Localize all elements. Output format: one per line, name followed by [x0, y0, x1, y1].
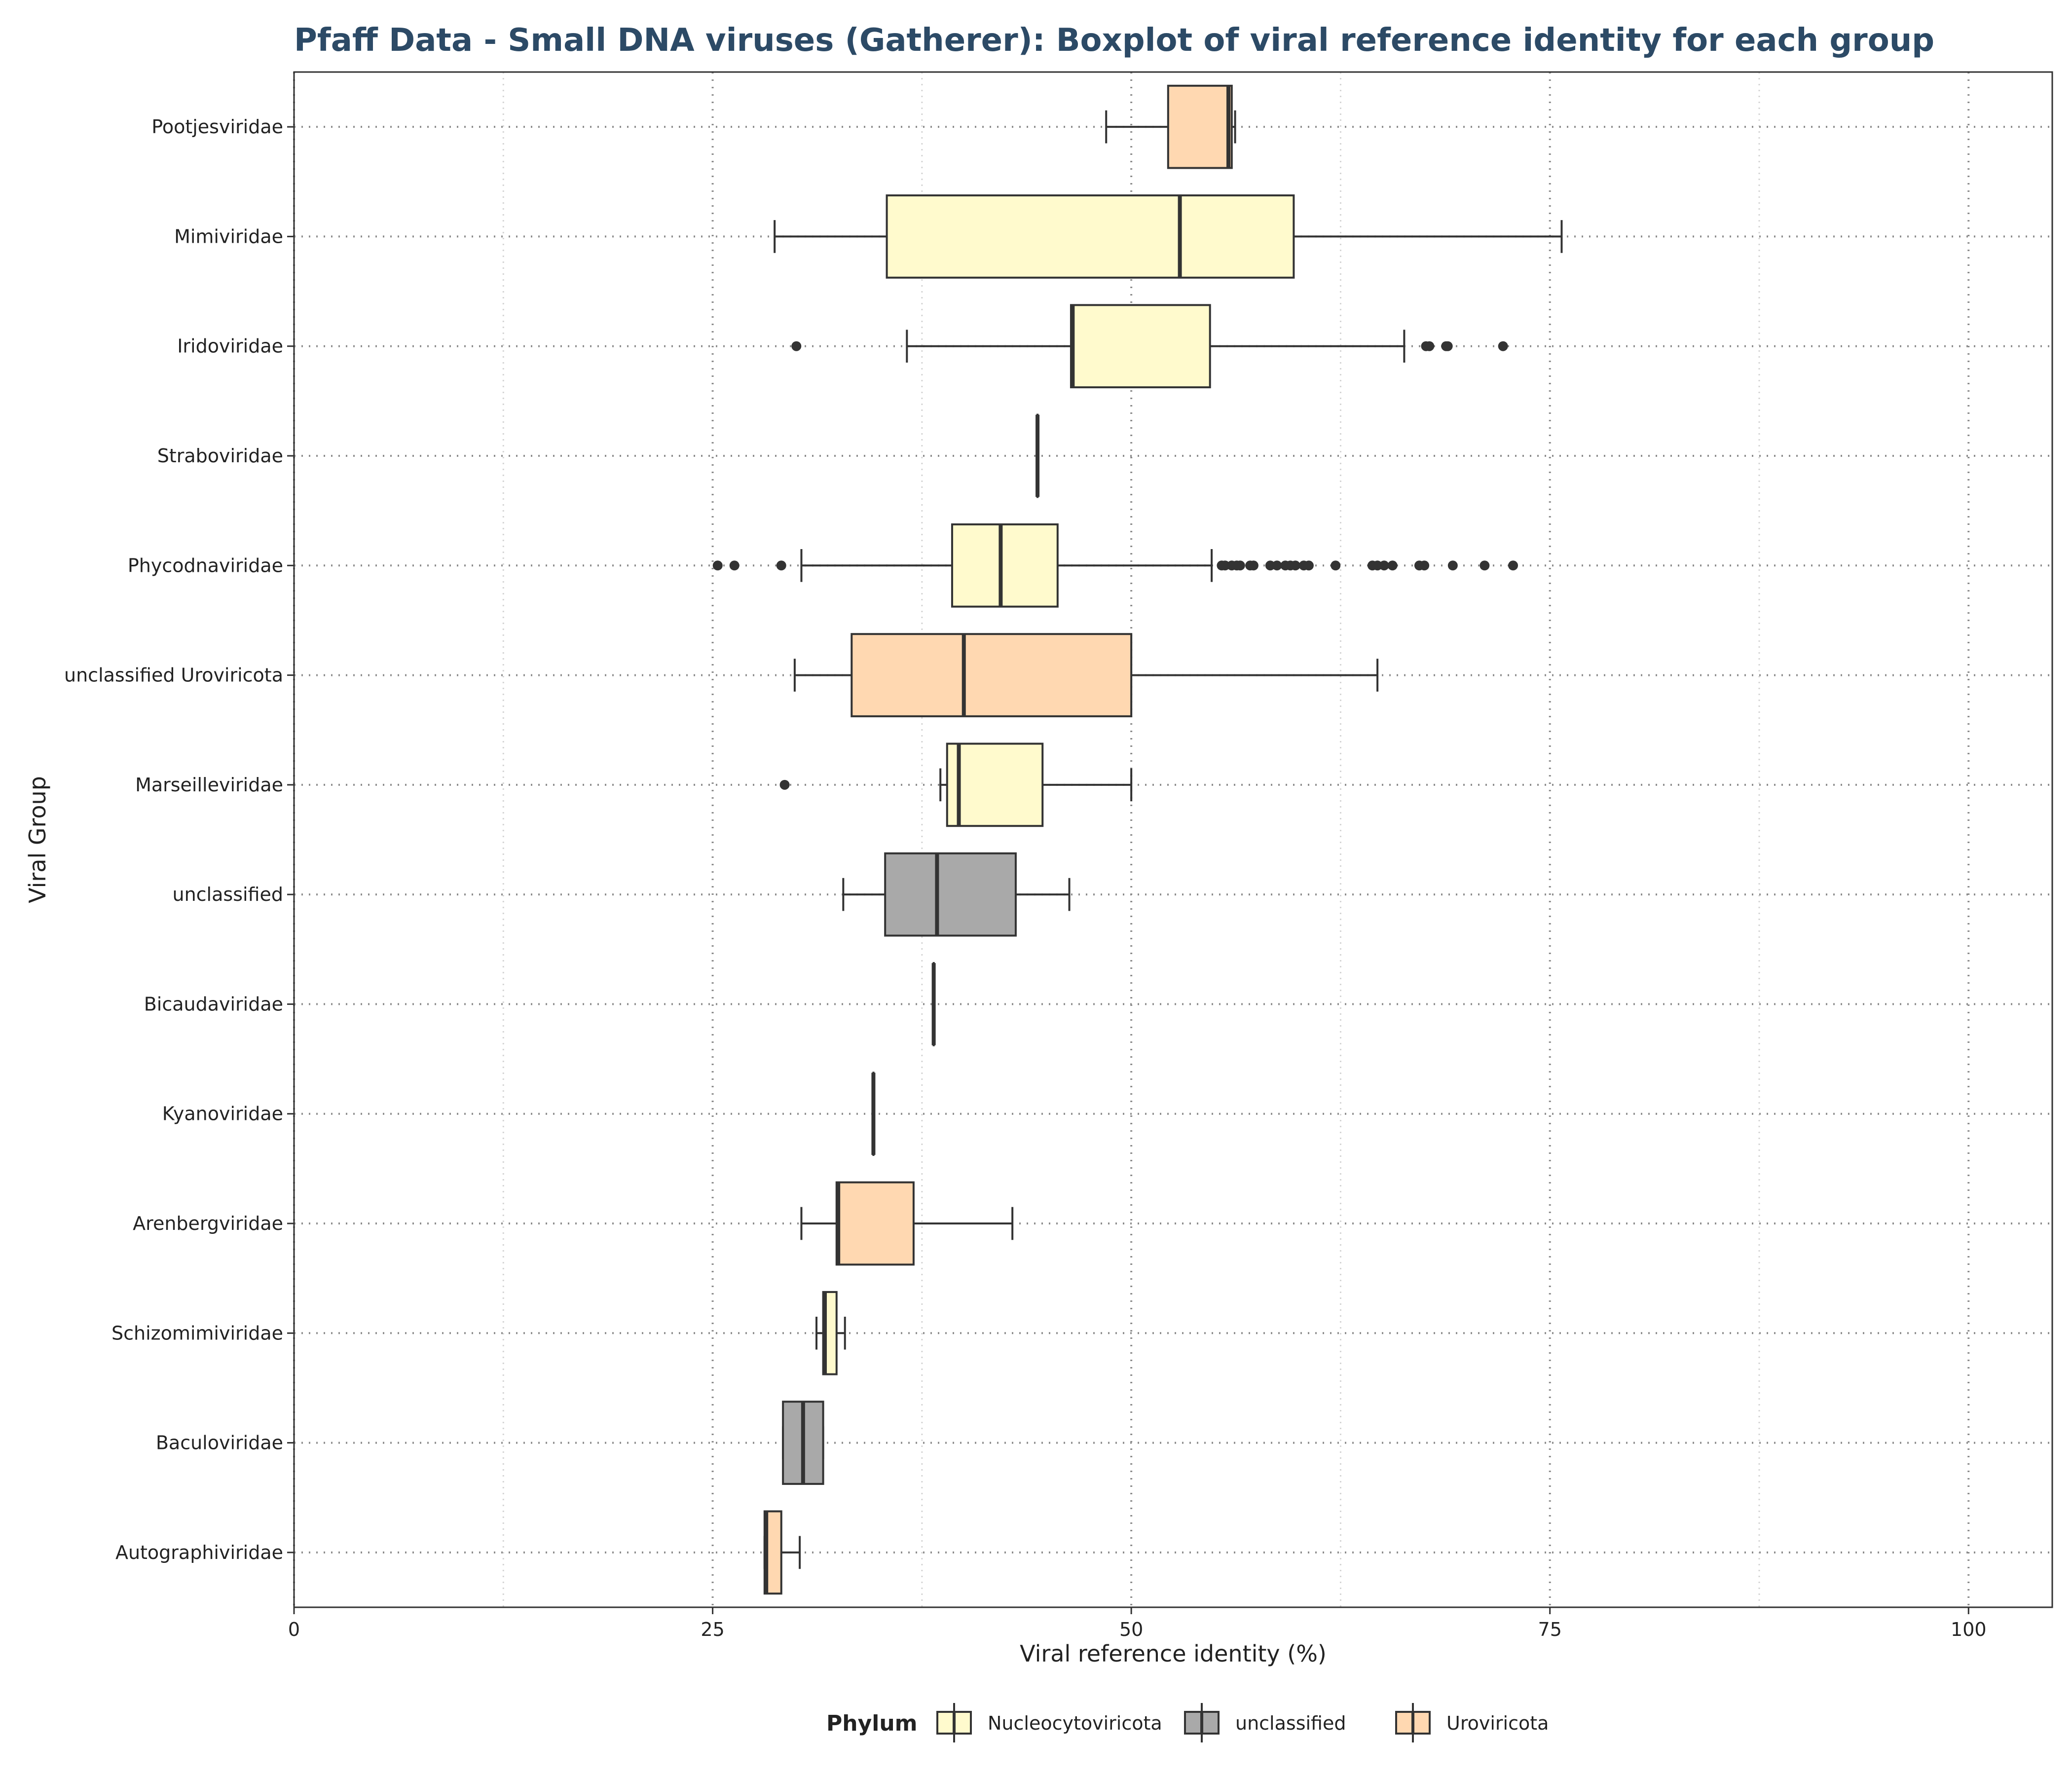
- y-tick-label: Straboviridae: [157, 445, 283, 467]
- box-group: [1105, 84, 1236, 169]
- legend-entry: Nucleocytoviricota: [936, 1703, 1162, 1742]
- x-axis-title: Viral reference identity (%): [1020, 1640, 1327, 1667]
- outlier-point: [1419, 560, 1430, 571]
- box-group: [712, 523, 1518, 608]
- box-iqr: [835, 1181, 915, 1266]
- outlier-point: [776, 560, 786, 571]
- boxes: [712, 84, 1563, 1595]
- outlier-point: [729, 560, 740, 571]
- outlier-point: [712, 560, 723, 571]
- box-iqr: [946, 742, 1044, 827]
- box-group: [763, 1510, 801, 1595]
- outlier-point: [791, 341, 802, 351]
- box-iqr: [886, 194, 1295, 279]
- outlier-point: [1498, 341, 1508, 351]
- outlier-point: [779, 779, 790, 790]
- box-iqr: [951, 523, 1059, 608]
- y-tick-label: Iridoviridae: [177, 335, 283, 357]
- y-tick-label: Autographiviridae: [115, 1542, 283, 1563]
- y-tick-label: unclassified: [173, 884, 284, 905]
- y-tick-labels: Pootjesviridae Mimiviridae Iridoviridae Str…: [64, 116, 294, 1563]
- outlier-point: [1447, 560, 1458, 571]
- y-tick-label: Schizomimiviridae: [111, 1322, 283, 1344]
- y-tick-label: Pootjesviridae: [151, 116, 283, 138]
- y-tick-label: Mimiviridae: [174, 225, 283, 247]
- y-tick-label: unclassified Uroviricota: [64, 665, 283, 686]
- outlier-point: [1290, 560, 1300, 571]
- outlier-point: [1508, 560, 1518, 571]
- box-group: [842, 852, 1071, 937]
- outlier-point: [1424, 341, 1435, 351]
- legend-label: Uroviricota: [1446, 1712, 1549, 1734]
- y-tick-label: Arenbergviridae: [133, 1213, 283, 1234]
- y-tick-label: Phycodnaviridae: [128, 555, 283, 576]
- chart-title: Pfaff Data - Small DNA viruses (Gatherer…: [294, 22, 1934, 59]
- outlier-point: [1387, 560, 1398, 571]
- outlier-point: [1379, 560, 1389, 571]
- x-tick-label: 50: [1119, 1619, 1143, 1640]
- y-tick-label: Kyanoviridae: [162, 1103, 283, 1125]
- y-axis-title: Viral Group: [24, 776, 51, 903]
- x-tick-label: 75: [1538, 1619, 1562, 1640]
- legend: Phylum Nucleocytoviricota unclassified Uro…: [826, 1703, 1549, 1742]
- y-tick-label: Marseilleviridae: [135, 774, 283, 796]
- y-tick-label: Baculoviridae: [156, 1432, 283, 1454]
- box-iqr: [851, 633, 1133, 717]
- box-group: [800, 1181, 1014, 1266]
- plot-panel-border: [293, 71, 2053, 1608]
- outlier-point: [1303, 560, 1314, 571]
- box-group: [793, 633, 1379, 717]
- box-group: [791, 304, 1508, 389]
- x-tick-label: 100: [1951, 1619, 1987, 1640]
- box-group: [774, 194, 1563, 279]
- grid: [293, 72, 2052, 1607]
- x-tick-label: 25: [701, 1619, 724, 1640]
- legend-entry: Uroviricota: [1395, 1703, 1549, 1742]
- x-tick-labels: 0 25 50 75 100: [288, 1607, 1987, 1640]
- box-group: [782, 1401, 824, 1485]
- outlier-point: [1331, 560, 1341, 571]
- box-iqr: [1167, 84, 1233, 169]
- box-group: [815, 1291, 846, 1375]
- legend-label: Nucleocytoviricota: [988, 1712, 1162, 1734]
- legend-label: unclassified: [1235, 1712, 1346, 1734]
- box-iqr: [1070, 304, 1211, 389]
- legend-entry: unclassified: [1184, 1703, 1346, 1742]
- x-tick-label: 0: [288, 1619, 300, 1640]
- outlier-point: [1248, 560, 1258, 571]
- legend-title: Phylum: [826, 1711, 918, 1736]
- y-tick-label: Bicaudaviridae: [144, 993, 283, 1015]
- outlier-point: [1480, 560, 1490, 571]
- box-group: [779, 742, 1133, 827]
- outlier-point: [1272, 560, 1282, 571]
- box-iqr: [884, 852, 1017, 937]
- outlier-point: [1235, 560, 1245, 571]
- outlier-point: [1443, 341, 1453, 351]
